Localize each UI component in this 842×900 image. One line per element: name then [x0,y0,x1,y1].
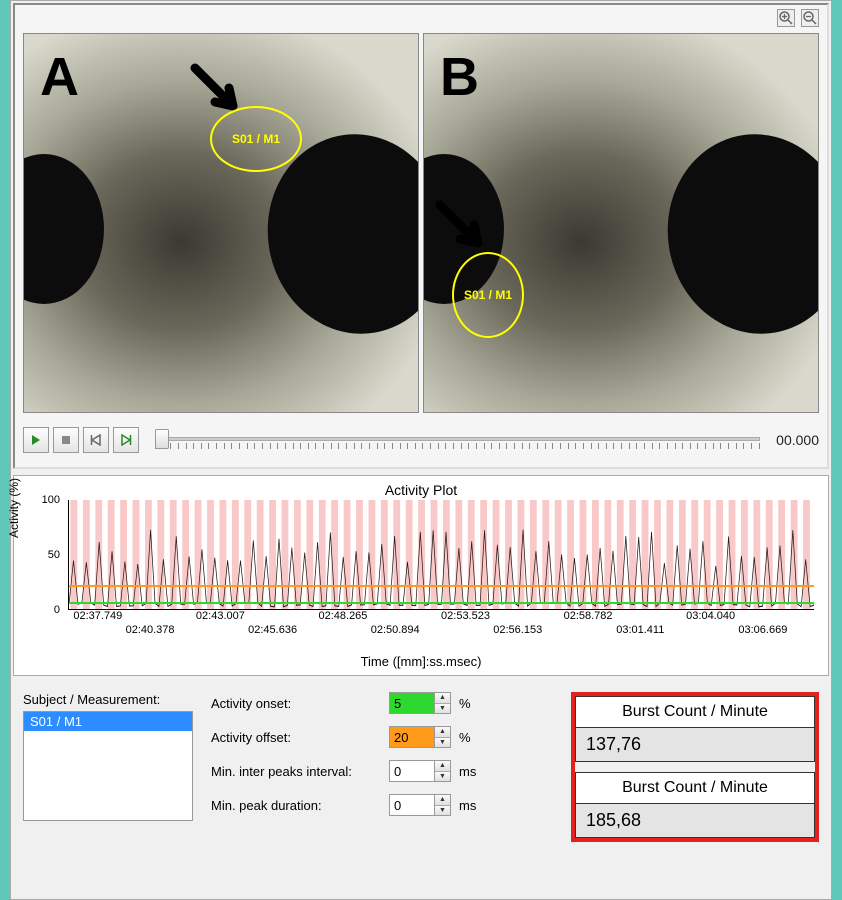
ipi-input[interactable] [390,761,434,781]
param-label: Min. inter peaks interval: [211,764,381,779]
param-activity-offset: Activity offset: ▲▼ % [211,726,553,748]
param-min-ipi: Min. inter peaks interval: ▲▼ ms [211,760,553,782]
panel-letter-A: A [40,46,79,108]
spinner-up[interactable]: ▲ [435,761,450,772]
burst-box-B: Burst Count / Minute 185,68 [575,772,815,838]
spinner-up[interactable]: ▲ [435,795,450,806]
offset-spinner[interactable]: ▲▼ [389,726,451,748]
app-window: A S01 / M1 B S01 / M1 [10,0,832,900]
specimen-body-blob [23,154,104,304]
param-activity-onset: Activity onset: ▲▼ % [211,692,553,714]
spinner-down[interactable]: ▼ [435,738,450,748]
stop-button[interactable] [53,427,79,453]
param-min-pd: Min. peak duration: ▲▼ ms [211,794,553,816]
plot-ylabel: Activity (%) [7,478,21,538]
onset-threshold-line [69,602,814,604]
subject-label: Subject / Measurement: [23,692,193,707]
zoom-out-button[interactable] [801,9,819,27]
onset-input[interactable] [390,693,434,713]
ytick: 100 [42,494,60,506]
plot-xlabel: Time ([mm]:ss.msec) [20,654,822,669]
pd-spinner[interactable]: ▲▼ [389,794,451,816]
burst-results: Burst Count / Minute 137,76 Burst Count … [571,692,819,842]
time-display: 00.000 [776,432,819,448]
ytick: 0 [54,604,60,616]
roi-ellipse-B[interactable]: S01 / M1 [452,252,524,338]
param-label: Activity onset: [211,696,381,711]
playback-bar: 00.000 [23,421,819,459]
spinner-down[interactable]: ▼ [435,772,450,782]
onset-spinner[interactable]: ▲▼ [389,692,451,714]
image-panel-A: A S01 / M1 [23,33,419,413]
unit: ms [459,764,476,779]
params-block: Activity onset: ▲▼ % Activity offset: ▲▼… [211,692,553,828]
offset-input[interactable] [390,727,434,747]
plot-yaxis: Activity (%) 100 50 0 [20,500,64,610]
burst-value-B: 185,68 [575,804,815,838]
plot-area [68,500,814,610]
param-label: Min. peak duration: [211,798,381,813]
roi-ellipse-A[interactable]: S01 / M1 [210,106,302,172]
spinner-up[interactable]: ▲ [435,693,450,704]
step-forward-button[interactable] [113,427,139,453]
zoom-in-button[interactable] [777,9,795,27]
burst-header: Burst Count / Minute [575,696,815,728]
ipi-spinner[interactable]: ▲▼ [389,760,451,782]
unit: ms [459,798,476,813]
image-panel-B: B S01 / M1 [423,33,819,413]
plot-xticks: 02:37.74902:40.37802:43.00702:45.63602:4… [68,610,814,632]
burst-header: Burst Count / Minute [575,772,815,804]
pd-input[interactable] [390,795,434,815]
ytick: 50 [48,549,60,561]
time-slider[interactable] [155,425,760,455]
roi-label-B: S01 / M1 [464,288,512,302]
burst-value-A: 137,76 [575,728,815,762]
offset-threshold-line [69,585,814,587]
spinner-down[interactable]: ▼ [435,806,450,816]
unit: % [459,696,471,711]
param-label: Activity offset: [211,730,381,745]
subject-list[interactable]: S01 / M1 [23,711,193,821]
subject-item[interactable]: S01 / M1 [24,712,192,731]
activity-plot-pane: Activity Plot Activity (%) 100 50 0 02:3… [13,475,829,676]
subject-block: Subject / Measurement: S01 / M1 [23,692,193,821]
unit: % [459,730,471,745]
panel-letter-B: B [440,46,479,108]
image-row: A S01 / M1 B S01 / M1 [23,33,819,413]
spinner-down[interactable]: ▼ [435,704,450,714]
play-button[interactable] [23,427,49,453]
burst-box-A: Burst Count / Minute 137,76 [575,696,815,762]
video-pane: A S01 / M1 B S01 / M1 [13,3,829,469]
spinner-up[interactable]: ▲ [435,727,450,738]
zoom-toolbar [777,9,819,27]
specimen-eye-blob [652,120,819,348]
plot-title: Activity Plot [20,482,822,498]
roi-label-A: S01 / M1 [232,132,280,146]
arrow-indicator [434,199,494,259]
slider-thumb[interactable] [155,429,169,449]
plot-svg [69,500,814,609]
settings-row: Subject / Measurement: S01 / M1 Activity… [11,682,831,852]
plot-canvas: Activity (%) 100 50 0 02:37.74902:40.378… [68,500,814,630]
step-back-button[interactable] [83,427,109,453]
